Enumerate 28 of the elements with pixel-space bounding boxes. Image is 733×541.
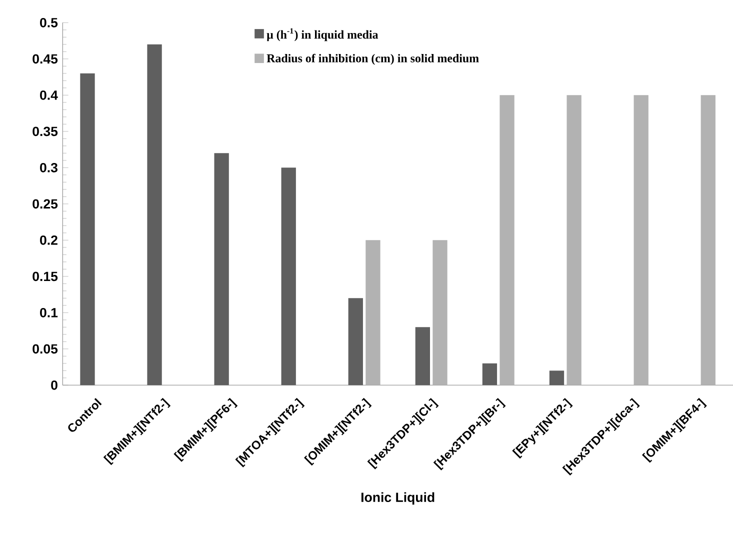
bar bbox=[482, 363, 498, 386]
y-tick-label: 0.25 bbox=[32, 199, 58, 209]
bar bbox=[700, 95, 716, 386]
bar bbox=[348, 298, 363, 386]
y-tick-label: 0.05 bbox=[32, 344, 58, 354]
y-tick-label: 0.3 bbox=[40, 162, 58, 172]
bar bbox=[147, 44, 162, 386]
bar bbox=[549, 370, 564, 386]
y-tick-label: 0.45 bbox=[32, 54, 58, 64]
bar bbox=[80, 73, 95, 386]
bar bbox=[566, 95, 582, 386]
y-tick-label: 0 bbox=[51, 380, 58, 390]
y-tick-label: 0.2 bbox=[40, 235, 58, 245]
x-axis-title: Ionic Liquid bbox=[361, 492, 434, 505]
y-tick-label: 0.4 bbox=[40, 90, 58, 100]
legend-label: Radius of inhibition (cm) in solid medium bbox=[266, 54, 479, 65]
legend-label: μ (h$^{-1}$) in liquid media bbox=[266, 28, 378, 42]
bar bbox=[281, 168, 296, 386]
y-tick-label: 0.15 bbox=[32, 272, 58, 282]
y-tick-label: 0.5 bbox=[40, 18, 58, 28]
bar bbox=[366, 240, 380, 386]
bar bbox=[415, 327, 430, 386]
y-tick-label: 0.1 bbox=[40, 308, 58, 318]
bar bbox=[432, 240, 448, 386]
bar bbox=[500, 95, 514, 386]
bar bbox=[634, 95, 648, 386]
bar bbox=[214, 153, 229, 386]
y-tick-label: 0.35 bbox=[32, 126, 58, 136]
